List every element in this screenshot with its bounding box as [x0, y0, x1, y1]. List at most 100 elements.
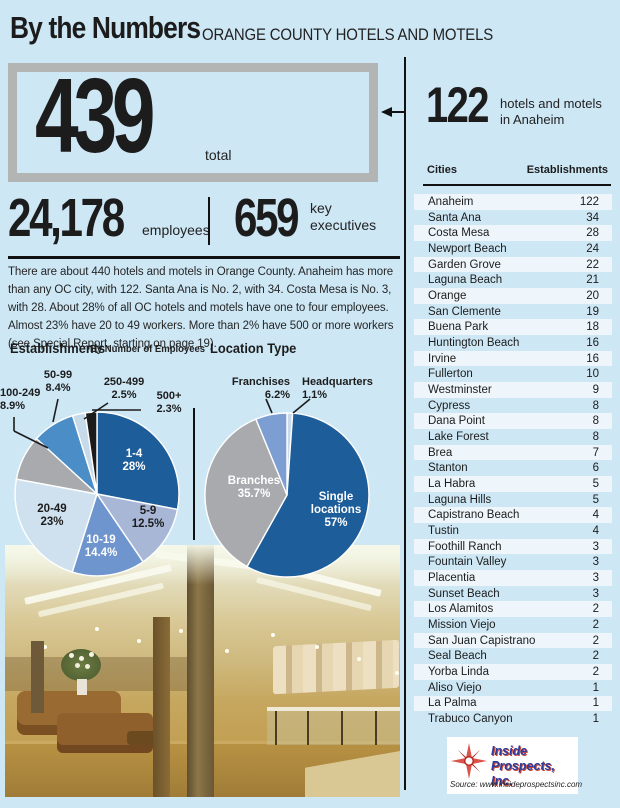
- pie-label-franchises: Franchises 6.2%: [231, 376, 290, 401]
- city-name: La Palma: [428, 697, 477, 710]
- table-row: Dana Point 8: [414, 413, 612, 430]
- table-row: Foothill Ranch 3: [414, 538, 612, 555]
- employees-label: employees: [142, 222, 210, 238]
- city-name: Brea: [428, 446, 453, 459]
- city-establishments-count: 8: [592, 399, 599, 412]
- executives-value: 659: [234, 188, 300, 248]
- lobby-column: [153, 617, 170, 797]
- city-establishments-count: 21: [586, 274, 599, 287]
- city-establishments-count: 8: [592, 430, 599, 443]
- city-establishments-count: 4: [592, 524, 599, 537]
- city-name: Garden Grove: [428, 258, 501, 271]
- table-row: Laguna Beach 21: [414, 272, 612, 288]
- city-name: Fountain Valley: [428, 556, 507, 569]
- pie-slice-branches: [204, 418, 288, 568]
- cities-table: Anaheim 122 Santa Ana 34 Costa Mesa 28 Newport…: [414, 194, 612, 727]
- city-name: Orange: [428, 289, 467, 302]
- table-row: Santa Ana 34: [414, 210, 612, 226]
- pie-slice-franchises: [254, 412, 288, 496]
- table-row: Irvine 16: [414, 350, 612, 367]
- pie-label-20-49: 20-49 23%: [37, 503, 67, 528]
- city-name: San Juan Capistrano: [428, 634, 536, 647]
- city-name: Stanton: [428, 462, 468, 475]
- location-type-pie: [204, 412, 370, 578]
- location-type-chart-title: Location Type: [210, 340, 297, 356]
- city-name: Seal Beach: [428, 650, 487, 663]
- city-establishments-count: 18: [586, 321, 599, 334]
- city-name: Irvine: [428, 352, 457, 365]
- pie-label-250-499: 250-499 2.5%: [103, 376, 145, 401]
- city-establishments-count: 3: [592, 587, 599, 600]
- pie-label-1-4: 1-4 28%: [122, 448, 146, 473]
- total-label: total: [205, 147, 232, 163]
- ceiling-lights: [95, 627, 99, 631]
- stats-divider: [208, 197, 210, 245]
- table-row: Newport Beach 24: [414, 241, 612, 257]
- city-establishments-count: 20: [586, 289, 599, 302]
- city-name: Aliso Viejo: [428, 681, 482, 694]
- lobby-plant: [61, 649, 101, 681]
- pie-slice-single-locations: [246, 412, 370, 578]
- pie-label-headquarters: Headquarters 1.1%: [302, 376, 373, 401]
- lobby-railing-post: [375, 711, 377, 745]
- city-establishments-count: 8: [592, 415, 599, 428]
- table-row: San Juan Capistrano 2: [414, 632, 612, 649]
- arrow-to-total-icon: [381, 107, 405, 117]
- pie-label-single-locations: Single locations 57%: [310, 491, 362, 529]
- lobby-column: [187, 545, 214, 797]
- table-row: Aliso Viejo 1: [414, 680, 612, 696]
- establishments-pie: [14, 411, 180, 577]
- table-row: Placentia 3: [414, 570, 612, 586]
- table-row: Tustin 4: [414, 523, 612, 539]
- sidebar-divider: [404, 57, 406, 790]
- city-name: Foothill Ranch: [428, 540, 502, 553]
- lobby-column: [31, 641, 44, 713]
- compass-rose-icon: [450, 742, 488, 780]
- table-row: Garden Grove 22: [414, 256, 612, 273]
- table-row: Laguna Hills 5: [414, 492, 612, 508]
- table-row: Trabuco Canyon 1: [414, 711, 612, 727]
- table-row: Los Alamitos 2: [414, 601, 612, 618]
- city-establishments-count: 1: [592, 713, 599, 725]
- pie-slice-500-: [84, 411, 98, 495]
- city-name: Cypress: [428, 399, 471, 412]
- pie-slice-20-49: [14, 478, 98, 573]
- city-establishments-count: 1: [592, 697, 599, 710]
- city-name: La Habra: [428, 477, 476, 490]
- page-title: By the Numbers: [10, 10, 201, 45]
- city-establishments-count: 2: [592, 618, 599, 631]
- table-row: Capistrano Beach 4: [414, 507, 612, 524]
- city-establishments-count: 2: [592, 634, 599, 647]
- city-establishments-count: 16: [586, 336, 599, 349]
- table-row: Anaheim 122: [414, 194, 612, 210]
- city-name: Trabuco Canyon: [428, 713, 513, 725]
- lobby-railing-post: [341, 711, 343, 745]
- city-name: Fullerton: [428, 368, 473, 381]
- label-pointer-lines: [265, 398, 311, 414]
- pie-slice-10-19: [71, 492, 145, 577]
- city-name: Los Alamitos: [428, 603, 494, 616]
- table-row: Fountain Valley 3: [414, 554, 612, 570]
- city-name: Westminster: [428, 383, 492, 396]
- city-establishments-count: 1: [592, 681, 599, 694]
- city-name: Lake Forest: [428, 430, 489, 443]
- executives-label-line1: key: [310, 200, 332, 216]
- total-box: 439 total: [8, 63, 378, 182]
- city-name: Santa Ana: [428, 211, 482, 224]
- inside-prospects-logo: Inside Prospects, Inc. Source: www.insid…: [447, 737, 582, 794]
- table-row: La Palma 1: [414, 695, 612, 712]
- city-establishments-count: 10: [586, 368, 599, 381]
- city-name: Tustin: [428, 524, 459, 537]
- table-row: Seal Beach 2: [414, 648, 612, 664]
- hotel-lobby-photo: [5, 545, 400, 797]
- city-name: Costa Mesa: [428, 227, 490, 240]
- city-establishments-count: 3: [592, 556, 599, 569]
- lobby-wall-art: [273, 639, 399, 695]
- city-name: Dana Point: [428, 415, 485, 428]
- table-row: Yorba Linda 2: [414, 664, 612, 680]
- table-row: San Clemente 19: [414, 304, 612, 320]
- pie-label-100-249: 100-249 8.9%: [0, 387, 41, 412]
- table-row: Orange 20: [414, 288, 612, 304]
- establishments-chart-title: Establishments: [10, 340, 106, 356]
